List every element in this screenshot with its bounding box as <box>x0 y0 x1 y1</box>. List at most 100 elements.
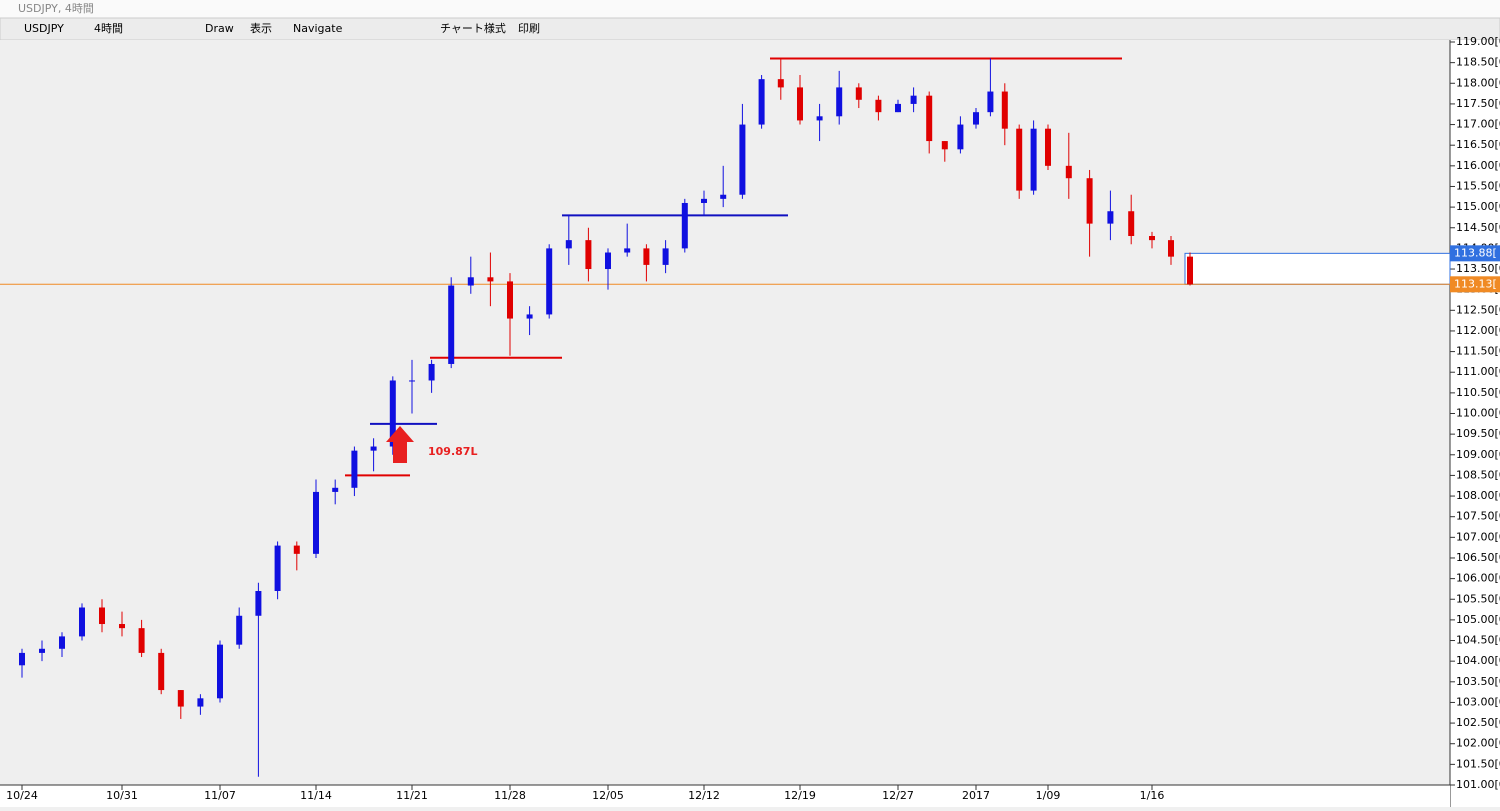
candle-body <box>467 277 474 286</box>
y-tick-label: 104.50[0 <box>1456 634 1500 647</box>
candle-body <box>643 248 650 265</box>
candle-body <box>605 252 611 270</box>
candle-body <box>526 314 533 319</box>
toolbar-button[interactable]: Navigate <box>293 22 343 35</box>
y-tick-label: 103.50[0 <box>1456 675 1500 688</box>
y-tick-label: 116.00[0 <box>1456 159 1500 172</box>
x-tick-label: 11/28 <box>494 789 526 802</box>
candle-body <box>926 95 933 142</box>
y-tick-label: 102.50[0 <box>1456 716 1500 729</box>
candle-body <box>777 79 784 88</box>
toolbar-button[interactable]: USDJPY <box>24 22 64 35</box>
y-tick-label: 105.00[0 <box>1456 613 1500 626</box>
candle-body <box>957 124 964 150</box>
x-tick-label: 10/31 <box>106 789 138 802</box>
candle-body <box>941 141 948 150</box>
y-tick-label: 117.50[0 <box>1456 97 1500 110</box>
y-tick-label: 103.00[0 <box>1456 695 1500 708</box>
time-axis <box>0 785 1450 807</box>
toolbar-button[interactable]: チャート様式 <box>440 21 506 35</box>
candle-body <box>546 248 553 315</box>
y-tick-label: 109.00[0 <box>1456 448 1500 461</box>
y-tick-label: 112.00[0 <box>1456 324 1500 337</box>
candle-body <box>1107 211 1114 224</box>
y-tick-label: 105.50[0 <box>1456 592 1500 605</box>
plot-area <box>0 40 1450 785</box>
candle-body <box>662 248 669 265</box>
candle-body <box>409 380 415 382</box>
candle-body <box>59 636 65 649</box>
candle-body <box>1128 211 1135 237</box>
x-tick-label: 11/21 <box>396 789 428 802</box>
candle-body <box>565 240 572 249</box>
window-title: USDJPY, 4時間 <box>18 2 94 15</box>
candle-body <box>79 607 85 637</box>
candle-body <box>39 648 45 653</box>
candle-body <box>428 363 435 381</box>
x-tick-label: 12/12 <box>688 789 720 802</box>
candle-body <box>797 87 803 121</box>
y-tick-label: 101.50[0 <box>1456 757 1500 770</box>
candle-body <box>313 491 319 554</box>
y-tick-label: 111.50[0 <box>1456 345 1500 358</box>
toolbar-button[interactable]: 表示 <box>250 21 272 35</box>
y-tick-label: 117.00[0 <box>1456 118 1500 131</box>
y-tick-label: 107.50[0 <box>1456 510 1500 523</box>
candle-body <box>332 487 339 492</box>
candle-body <box>119 624 125 629</box>
candle-body <box>836 87 843 117</box>
arrow <box>386 426 414 463</box>
annotation: 109.87L <box>428 445 477 458</box>
y-tick-label: 106.00[0 <box>1456 572 1500 585</box>
price-tag-label: 113.88[ <box>1454 246 1497 259</box>
y-tick-label: 107.00[0 <box>1456 530 1500 543</box>
candle-body <box>973 112 979 125</box>
candle-body <box>158 652 165 691</box>
y-tick-label: 115.00[0 <box>1456 200 1500 213</box>
candle-body <box>585 240 592 270</box>
toolbar-button[interactable]: 印刷 <box>518 22 540 35</box>
candle-body <box>1065 165 1072 179</box>
y-tick-label: 115.50[0 <box>1456 179 1500 192</box>
candle-body <box>274 545 281 591</box>
x-tick-label: 1/09 <box>1036 789 1061 802</box>
candle-body <box>1187 256 1193 285</box>
candle-body <box>855 87 862 100</box>
candle-body <box>217 644 223 699</box>
candle-body <box>99 607 105 625</box>
candle-body <box>255 590 262 616</box>
y-tick-label: 114.50[0 <box>1456 221 1500 234</box>
candle-body <box>197 698 204 707</box>
candle-body <box>1045 128 1051 166</box>
candle-body <box>1016 128 1023 191</box>
toolbar-button[interactable]: 4時間 <box>94 22 123 35</box>
candle-body <box>758 79 765 125</box>
price-tag <box>1450 276 1500 293</box>
y-tick-label: 101.00[0 <box>1456 778 1500 791</box>
x-tick-label: 2017 <box>962 789 990 802</box>
y-tick-label: 113.50[0 <box>1456 262 1500 275</box>
candle-body <box>370 446 377 451</box>
price-axis <box>1450 40 1500 807</box>
y-tick-label: 111.00[0 <box>1456 365 1500 378</box>
candle-body <box>487 277 494 282</box>
price-tag <box>1450 245 1500 262</box>
y-tick-label: 108.50[0 <box>1456 468 1500 481</box>
candle-body <box>138 628 145 653</box>
candle-body <box>177 690 184 707</box>
candle-body <box>624 248 631 253</box>
toolbar-button[interactable]: Draw <box>205 22 234 35</box>
x-tick-label: 1/16 <box>1140 789 1165 802</box>
x-tick-label: 10/24 <box>6 789 38 802</box>
y-tick-label: 102.00[0 <box>1456 737 1500 750</box>
y-tick-label: 106.50[0 <box>1456 551 1500 564</box>
y-tick-label: 118.00[0 <box>1456 76 1500 89</box>
y-tick-label: 108.00[0 <box>1456 489 1500 502</box>
y-tick-label: 116.50[0 <box>1456 138 1500 151</box>
y-tick-label: 110.50[0 <box>1456 386 1500 399</box>
candle-body <box>910 95 917 104</box>
candle-body <box>448 285 455 364</box>
candle-body <box>720 194 727 199</box>
